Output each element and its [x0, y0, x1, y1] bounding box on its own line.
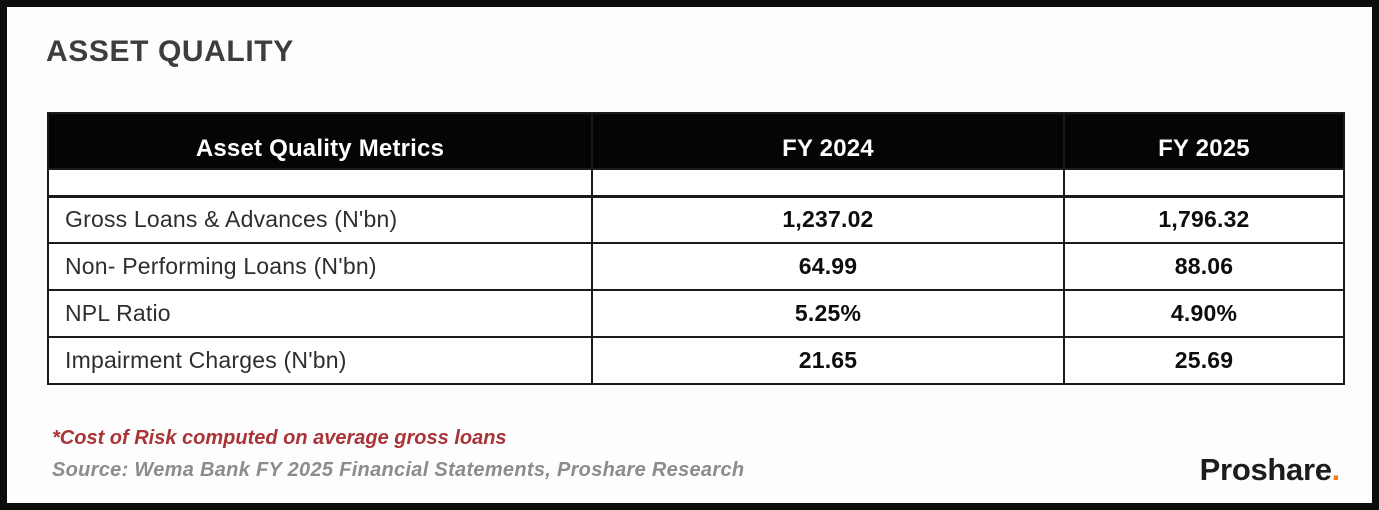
fy2024-value-cell: 21.65	[591, 336, 1065, 385]
spacer-cell	[1063, 168, 1345, 198]
page-title: ASSET QUALITY	[46, 35, 294, 68]
table-header-metric: Asset Quality Metrics	[47, 112, 593, 170]
spacer-row	[47, 168, 1345, 198]
table-row: Impairment Charges (N'bn) 21.65 25.69	[47, 336, 1345, 385]
table-header-fy2025: FY 2025	[1063, 112, 1345, 170]
metric-label-cell: Impairment Charges (N'bn)	[47, 336, 593, 385]
proshare-logo-text: Proshare	[1199, 452, 1332, 487]
fy2025-value-cell: 25.69	[1063, 336, 1345, 385]
table-header-row: Asset Quality Metrics FY 2024 FY 2025	[47, 112, 1345, 170]
table-row: Gross Loans & Advances (N'bn) 1,237.02 1…	[47, 195, 1345, 244]
metric-label-cell: Non- Performing Loans (N'bn)	[47, 242, 593, 291]
fy2025-value-cell: 4.90%	[1063, 289, 1345, 338]
metric-label-cell: Gross Loans & Advances (N'bn)	[47, 195, 593, 244]
table-row: NPL Ratio 5.25% 4.90%	[47, 289, 1345, 338]
spacer-cell	[591, 168, 1065, 198]
fy2024-value-cell: 64.99	[591, 242, 1065, 291]
footnote-text: *Cost of Risk computed on average gross …	[52, 427, 507, 449]
proshare-logo: Proshare.	[1199, 452, 1341, 488]
fy2025-value-cell: 88.06	[1063, 242, 1345, 291]
source-text: Source: Wema Bank FY 2025 Financial Stat…	[52, 459, 745, 481]
fy2025-value-cell: 1,796.32	[1063, 195, 1345, 244]
table-header-fy2024: FY 2024	[591, 112, 1065, 170]
logo-orange-dot: .	[1331, 452, 1341, 487]
fy2024-value-cell: 1,237.02	[591, 195, 1065, 244]
metric-label-cell: NPL Ratio	[47, 289, 593, 338]
table-row: Non- Performing Loans (N'bn) 64.99 88.06	[47, 242, 1345, 291]
asset-quality-table: Asset Quality Metrics FY 2024 FY 2025 Gr…	[47, 112, 1345, 385]
spacer-cell	[47, 168, 593, 198]
fy2024-value-cell: 5.25%	[591, 289, 1065, 338]
